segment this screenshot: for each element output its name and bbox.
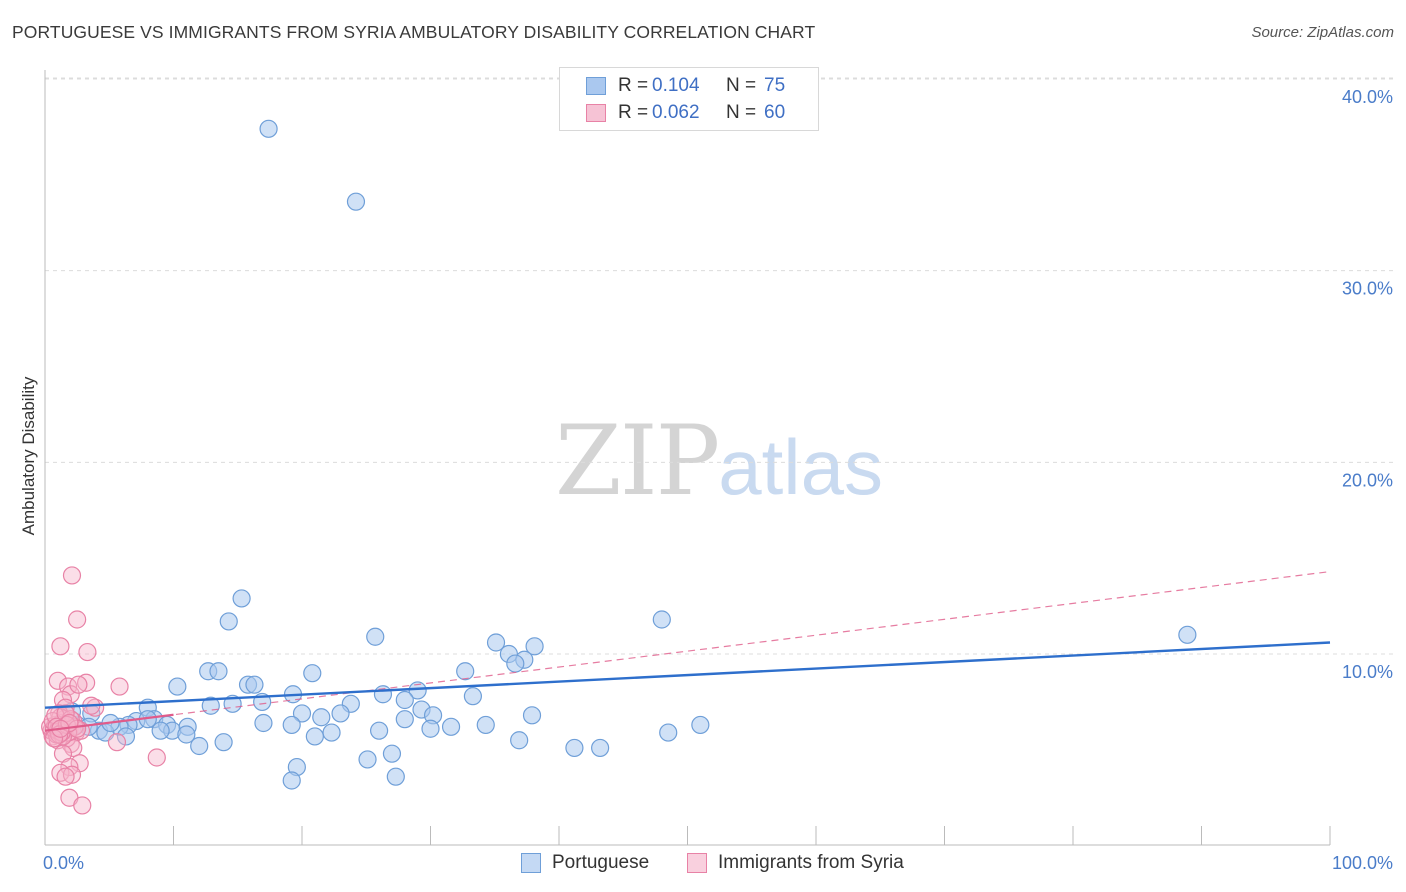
legend-label-portuguese: Portuguese — [552, 852, 650, 873]
legend-r-value: 0.062 — [652, 102, 700, 123]
point-portuguese — [525, 637, 544, 656]
point-portuguese — [190, 736, 209, 756]
legend-r-label: R = — [618, 75, 649, 96]
series-legend: Portuguese Immigrants from Syria — [0, 852, 1406, 878]
point-portuguese — [691, 715, 710, 735]
watermark: ZIPatlas — [555, 405, 883, 517]
x-tick-label-max: 100.0% — [1332, 853, 1393, 873]
point-portuguese — [510, 731, 529, 750]
legend-swatch-pink — [586, 104, 606, 122]
point-portuguese — [168, 677, 187, 696]
point-portuguese — [219, 612, 238, 631]
point-syria — [62, 765, 82, 784]
legend-swatch-blue — [586, 77, 606, 95]
point-portuguese — [395, 710, 414, 729]
point-portuguese — [659, 723, 678, 742]
trend-syria-solid — [44, 713, 174, 732]
point-syria — [48, 671, 67, 690]
axes — [44, 70, 1331, 846]
legend-item-syria: Immigrants from Syria — [687, 852, 904, 874]
point-portuguese — [421, 719, 440, 738]
point-portuguese — [366, 627, 385, 646]
point-syria — [147, 748, 166, 767]
point-portuguese — [303, 664, 322, 683]
point-syria — [62, 566, 82, 585]
point-portuguese — [322, 723, 341, 742]
source-credit: Source: ZipAtlas.com — [1251, 24, 1394, 41]
legend-n-label: N = — [726, 102, 757, 123]
point-syria — [78, 642, 97, 662]
point-syria — [68, 610, 87, 629]
x-tick-label-min: 0.0% — [43, 853, 84, 873]
chart-title: PORTUGUESE VS IMMIGRANTS FROM SYRIA AMBU… — [12, 22, 816, 42]
point-portuguese — [254, 713, 273, 733]
point-portuguese — [441, 717, 461, 736]
point-portuguese — [456, 662, 475, 681]
legend-n-value: 60 — [764, 102, 786, 123]
point-portuguese — [214, 733, 233, 752]
point-portuguese — [476, 715, 495, 735]
grid-lines — [45, 77, 1393, 655]
point-portuguese — [282, 715, 301, 735]
point-portuguese — [522, 706, 542, 725]
legend-row-syria: R = 0.062 N = 60 — [560, 100, 785, 126]
point-portuguese — [116, 727, 136, 746]
point-portuguese — [408, 681, 427, 700]
axis-labels: 10.0% 20.0% 30.0% 40.0% 0.0% 100.0% Ambulatory… — [19, 87, 1393, 873]
point-portuguese — [232, 589, 251, 608]
point-portuguese — [652, 610, 671, 629]
point-syria — [110, 677, 129, 696]
series-syria-points — [41, 566, 166, 815]
y-axis-title: Ambulatory Disability — [19, 376, 38, 535]
point-syria — [69, 675, 88, 694]
point-portuguese — [486, 633, 506, 652]
point-portuguese — [209, 662, 228, 681]
legend-row-portuguese: R = 0.104 N = 75 — [560, 73, 785, 99]
y-tick-label: 10.0% — [1342, 662, 1393, 682]
point-portuguese — [358, 750, 377, 769]
point-portuguese — [506, 654, 525, 673]
trend-portuguese — [44, 641, 1331, 709]
point-portuguese — [346, 192, 366, 211]
watermark-atlas: atlas — [718, 423, 883, 511]
legend-label-syria: Immigrants from Syria — [718, 852, 904, 873]
legend-swatch-pink — [687, 853, 707, 873]
point-portuguese — [305, 727, 324, 746]
point-portuguese — [292, 704, 312, 723]
trend-lines — [44, 570, 1331, 732]
series-portuguese-points — [59, 119, 1197, 790]
point-portuguese — [259, 119, 278, 138]
point-portuguese — [151, 721, 170, 740]
point-syria — [56, 767, 75, 786]
point-portuguese — [463, 687, 483, 706]
legend-n-label: N = — [726, 75, 757, 96]
legend-item-portuguese: Portuguese — [521, 852, 649, 874]
point-syria — [73, 796, 92, 815]
y-tick-label: 30.0% — [1342, 279, 1393, 299]
watermark-zip: ZIP — [555, 405, 720, 517]
legend-n-value: 75 — [764, 75, 786, 96]
stats-legend: R = 0.104 N = 75 R = 0.062 N = 60 — [559, 67, 819, 131]
y-tick-label: 40.0% — [1342, 87, 1393, 107]
y-tick-label: 20.0% — [1342, 470, 1393, 490]
legend-r-label: R = — [618, 102, 649, 123]
point-portuguese — [565, 738, 584, 758]
point-portuguese — [395, 690, 414, 710]
legend-r-value: 0.104 — [652, 75, 700, 96]
point-portuguese — [1178, 625, 1197, 644]
point-portuguese — [245, 675, 264, 694]
point-portuguese — [370, 721, 389, 740]
point-portuguese — [177, 725, 196, 744]
point-portuguese — [591, 738, 610, 758]
point-syria — [51, 637, 70, 656]
point-portuguese — [386, 767, 405, 786]
point-portuguese — [382, 744, 402, 763]
point-portuguese — [312, 708, 331, 727]
legend-swatch-blue — [521, 853, 541, 873]
point-portuguese — [282, 771, 301, 790]
point-syria — [107, 733, 127, 752]
point-portuguese — [331, 704, 350, 723]
